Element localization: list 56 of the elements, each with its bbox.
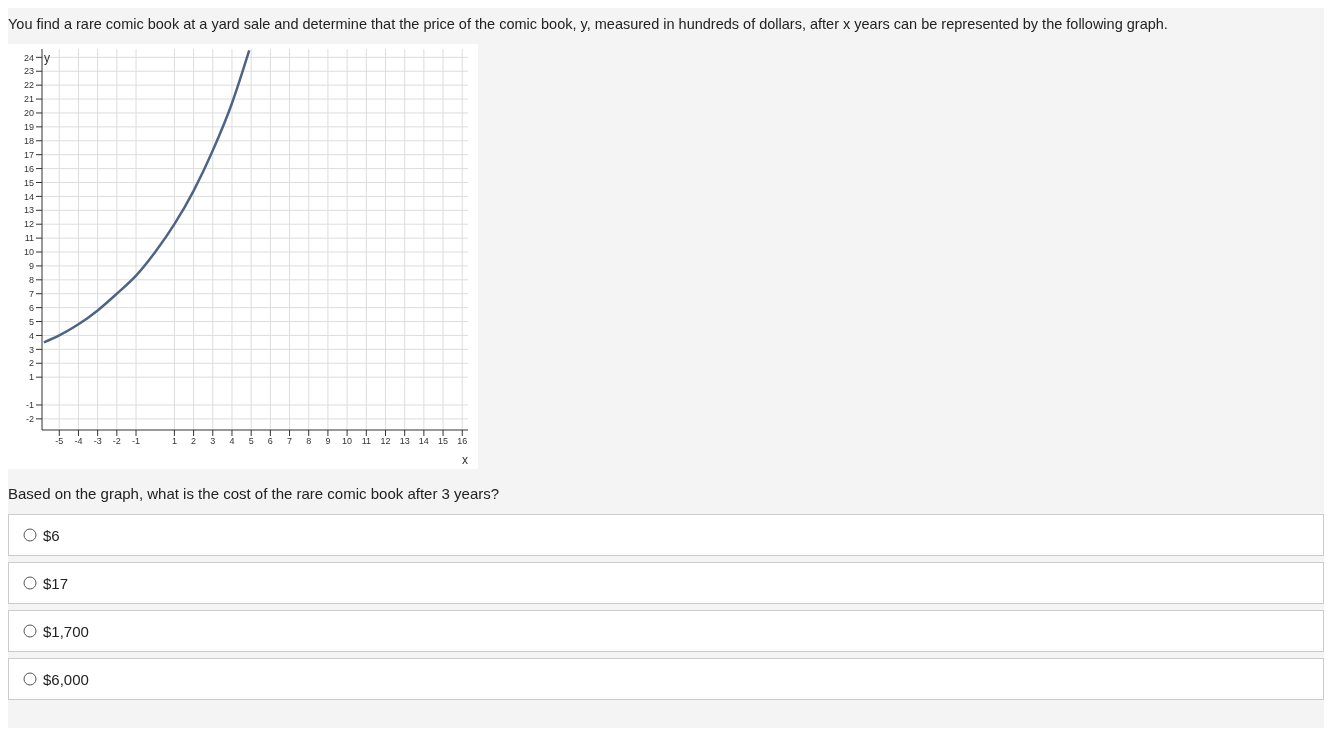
y-tick-label: 20 [23, 108, 34, 119]
x-tick-label: 13 [399, 436, 410, 447]
y-tick-label: 11 [24, 233, 34, 244]
text: $1,700 [43, 622, 89, 640]
text: $6 [43, 526, 60, 544]
y-tick-label: 10 [23, 247, 34, 258]
x-axis-title: x [462, 453, 468, 467]
y-tick-label: 3 [28, 344, 34, 355]
y-tick-label: -2 [25, 414, 34, 425]
y-tick-label: 16 [23, 163, 34, 174]
y-tick-label: 23 [23, 66, 34, 77]
x-tick-label: -4 [74, 436, 83, 447]
x-tick-label: 9 [325, 436, 331, 447]
y-tick-label: 7 [28, 288, 34, 299]
y-tick-label: 14 [23, 191, 34, 202]
y-tick-label: 5 [28, 316, 34, 327]
x-tick-label: 16 [457, 436, 468, 447]
y-tick-label: 17 [23, 149, 34, 160]
x-tick-label: -3 [93, 436, 102, 447]
x-tick-label: 8 [306, 436, 312, 447]
x-tick-label: 15 [438, 436, 449, 447]
x-tick-label: 3 [210, 436, 216, 447]
x-tick-label: 12 [380, 436, 391, 447]
y-tick-label: 24 [23, 52, 34, 63]
x-tick-label: 6 [267, 436, 273, 447]
y-tick-label: 21 [23, 94, 34, 105]
y-tick-label: 13 [23, 205, 34, 216]
x-tick-label: 11 [361, 436, 371, 447]
x-tick-label: -2 [112, 436, 121, 447]
x-tick-label: 5 [248, 436, 254, 447]
text: $17 [43, 574, 69, 592]
line-series [42, 49, 251, 344]
text: You find a rare comic book at a yard sale and determine that the price of the comic book, y, measured in hundreds of dollars, after x years can be represented by the following graph. [8, 15, 1169, 32]
y-tick-label: 22 [23, 80, 34, 91]
y-tick-label: -1 [25, 400, 34, 411]
x-tick-label: 2 [191, 436, 197, 447]
text: Based on the graph, what is the cost of the rare comic book after 3 years? [8, 485, 501, 502]
x-tick-label: 14 [418, 436, 429, 447]
y-tick-label: 4 [28, 330, 34, 341]
y-tick-label: 6 [28, 302, 34, 313]
y-tick-label: 19 [23, 122, 34, 133]
text: $6,000 [43, 670, 89, 688]
y-tick-label: 12 [23, 219, 34, 230]
y-axis-title: y [44, 50, 50, 65]
y-tick-label: 2 [28, 358, 34, 369]
x-tick-label: -5 [55, 436, 64, 447]
y-tick-label: 8 [28, 275, 34, 286]
x-tick-label: 10 [342, 436, 353, 447]
y-tick-label: 9 [28, 261, 34, 272]
y-tick-label: 1 [28, 372, 34, 383]
x-tick-label: 1 [171, 436, 177, 447]
y-tick-label: 15 [23, 177, 34, 188]
y-tick-label: 18 [23, 135, 34, 146]
x-tick-label: 4 [229, 436, 235, 447]
x-tick-label: -1 [132, 436, 141, 447]
x-tick-label: 7 [287, 436, 293, 447]
